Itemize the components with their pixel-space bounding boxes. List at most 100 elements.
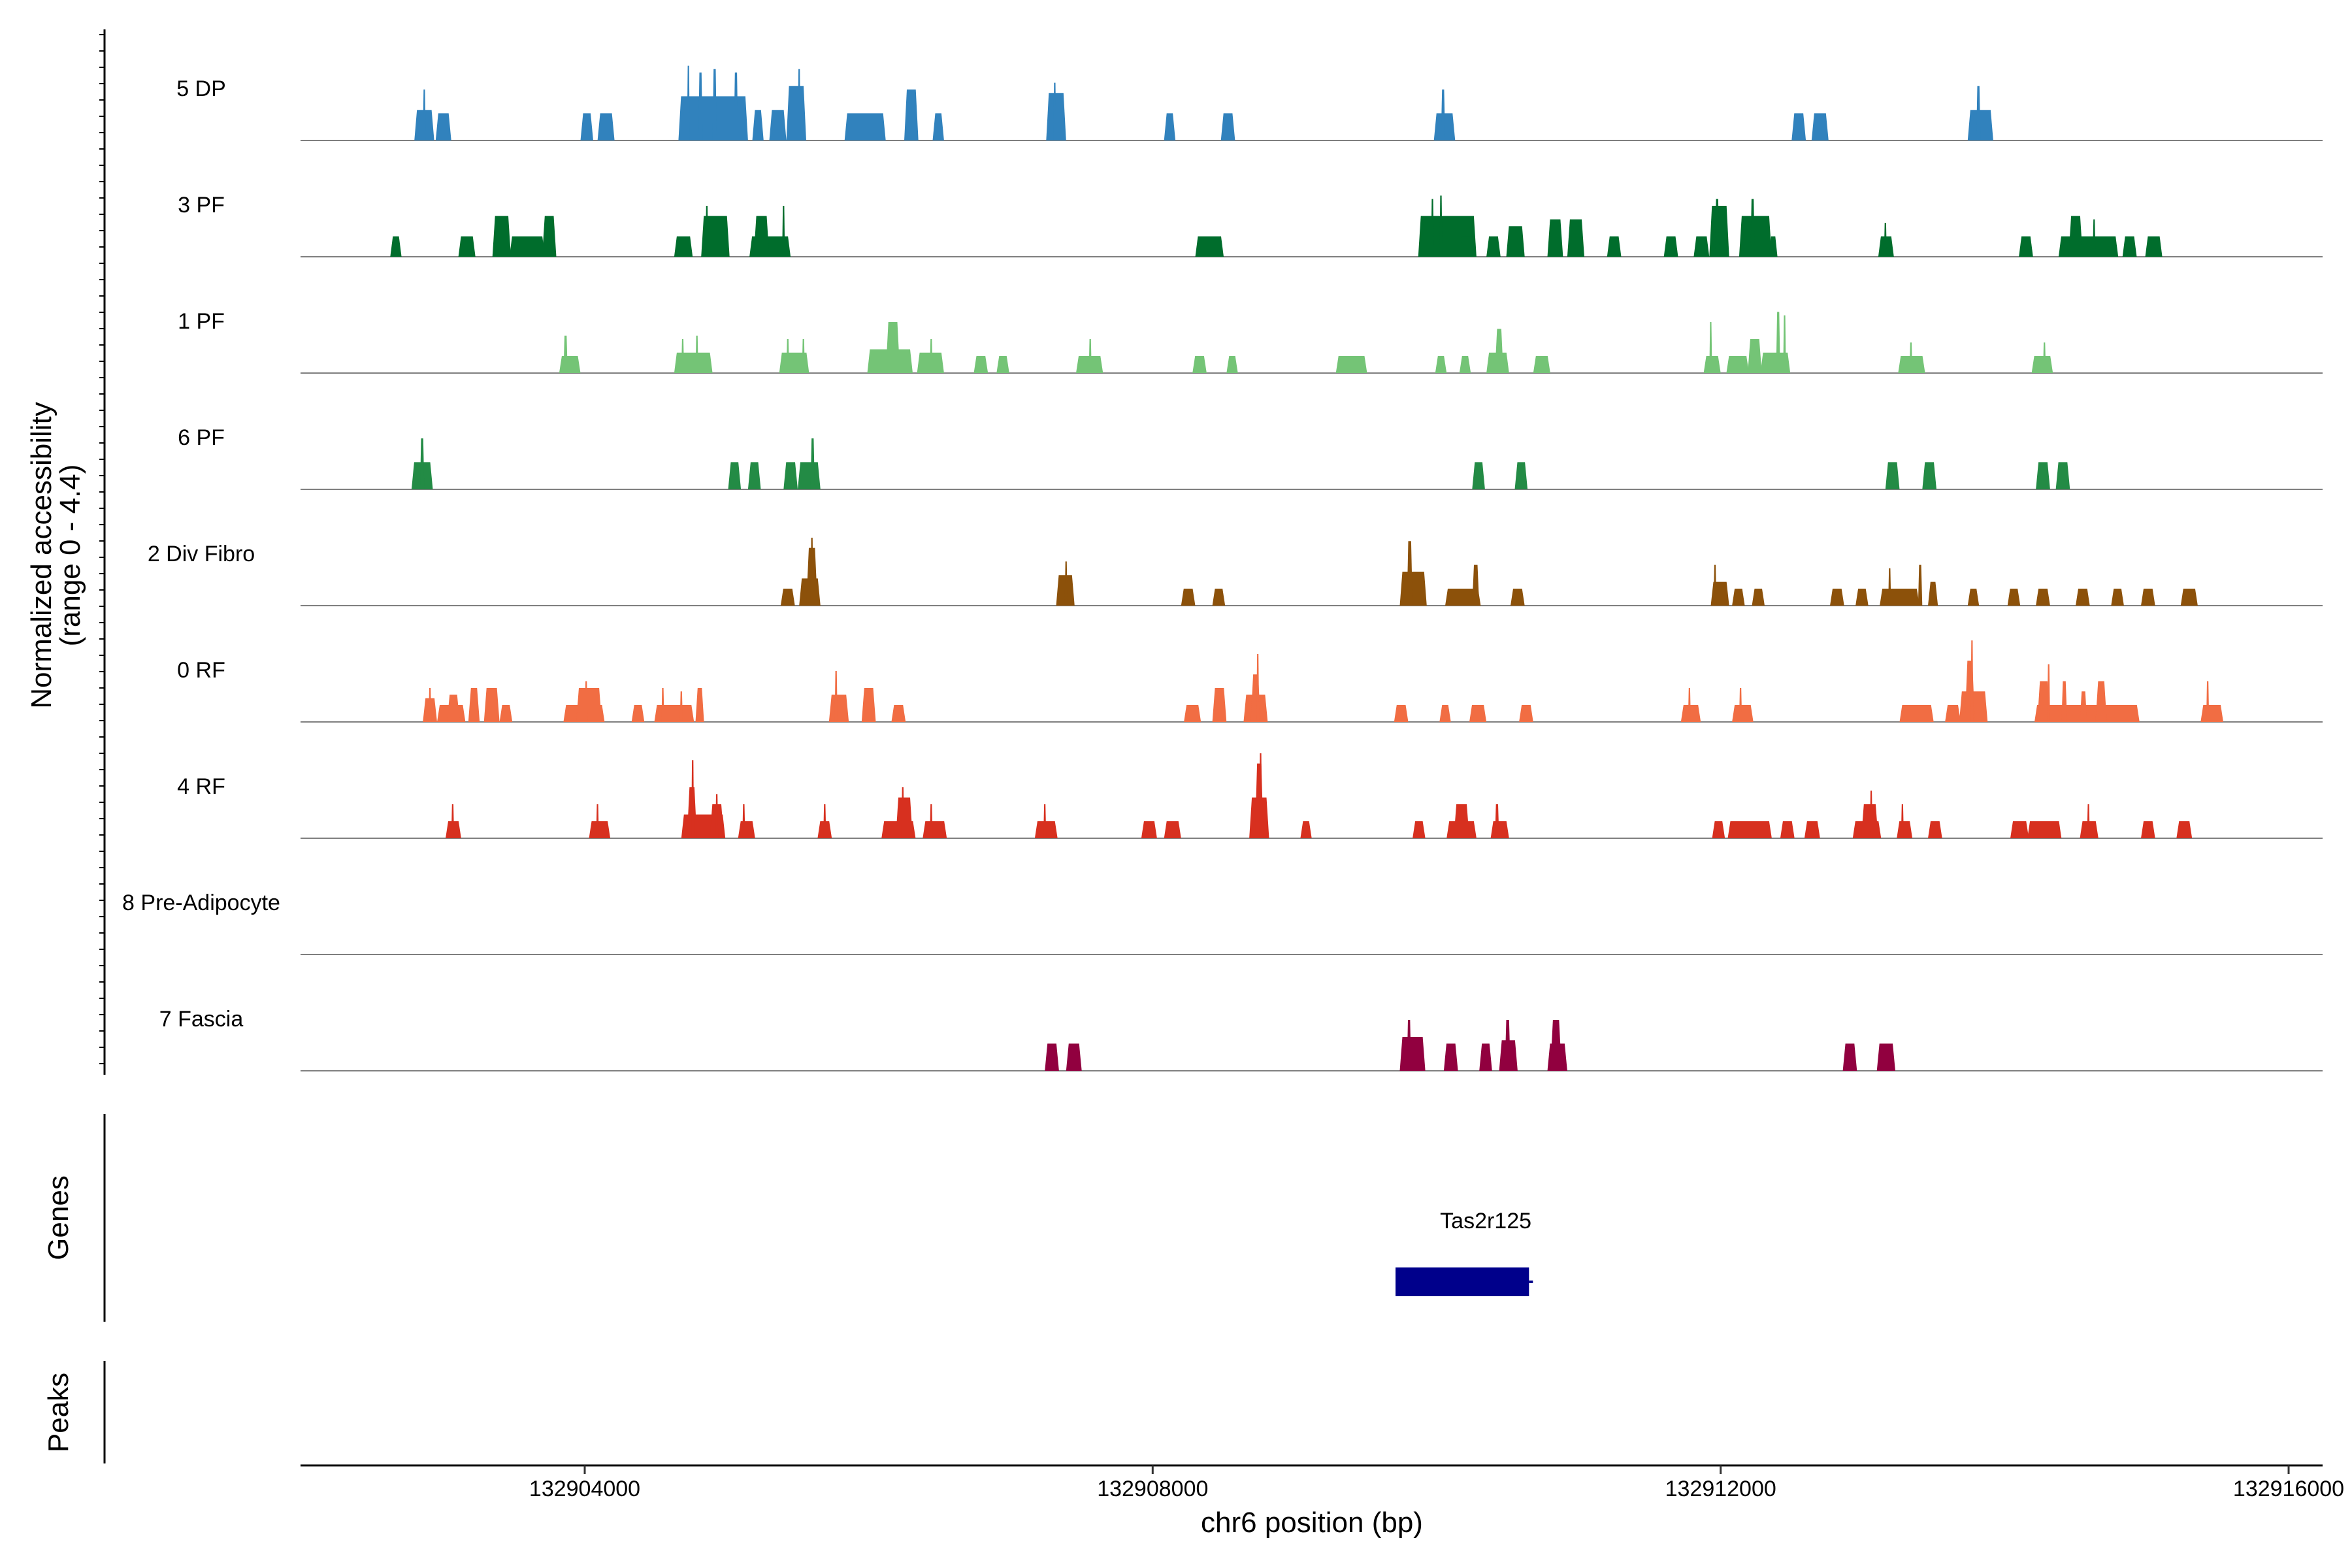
coverage-peak [2200,705,2223,722]
coverage-peak [1709,206,1729,257]
coverage-peak [701,216,730,257]
coverage-peak [1876,1043,1895,1071]
coverage-peak [1254,763,1264,838]
coverage-peak [1064,561,1068,606]
coverage-peak [681,339,685,373]
coverage-peak [1046,93,1066,140]
coverage-peak [1212,589,1226,606]
coverage-peak [901,787,904,838]
coverage-peak [1727,821,1772,838]
coverage-peak [885,322,900,373]
coverage-peak [1693,236,1710,257]
coverage-peak [1511,589,1525,606]
coverage-peak [2058,236,2119,257]
coverage-peak [712,69,717,140]
coverage-peak [1300,821,1312,838]
coverage-peak [1830,589,1844,606]
coverage-peak [783,462,798,489]
coverage-peak [2141,821,2155,838]
coverage-peak [930,339,933,373]
coverage-peak [691,760,694,838]
y-axis-title-line2: (range 0 - 4.4) [54,465,86,647]
coverage-peak [1712,821,1725,838]
coverage-peak [2093,219,2096,257]
track-label: 8 Pre-Adipocyte [122,890,280,915]
coverage-peak [1842,1043,1857,1071]
coverage-peak [2206,681,2210,722]
coverage-peak [1088,339,1092,373]
coverage-peak [1780,821,1795,838]
coverage-peak [2010,821,2029,838]
coverage-peak [1212,688,1227,722]
coverage-peak [786,339,789,373]
coverage-peak [661,688,664,722]
coverage-peak [715,794,719,838]
coverage-peak [844,113,886,140]
coverage-peak [687,65,690,140]
coverage-peak [563,335,568,373]
coverage-peak [654,705,694,722]
coverage-track: 4 RF [177,753,2323,839]
coverage-peak [1486,236,1501,257]
coverage-peak [631,705,645,722]
coverage-peak [1226,356,1238,373]
gene-exon [1396,1267,1529,1296]
coverage-peak [2145,236,2163,257]
coverage-peak [769,110,787,140]
coverage-peak [2080,691,2087,722]
coverage-peak [1918,564,1923,606]
coverage-peak [1752,589,1765,606]
coverage-peak [1053,82,1056,140]
genes-panel: Tas2r125 [1396,1209,1533,1296]
coverage-peak [734,73,738,140]
coverage-peak [802,339,805,373]
coverage-peak [930,804,933,838]
coverage-peak [1141,821,1157,838]
coverage-peak [2141,589,2155,606]
coverage-peak [1732,705,1754,722]
coverage-peak [752,110,764,140]
coverage-peak [1479,1043,1492,1071]
x-axis-title: chr6 position (bp) [1201,1507,1423,1539]
coverage-peak [1965,661,1975,722]
coverage-peak [1335,356,1367,373]
coverage-peak [1607,236,1622,257]
coverage-peak [1811,113,1829,140]
coverage-peak [1709,322,1712,373]
coverage-peak [780,589,795,606]
coverage-peak [810,438,815,489]
coverage-peak [1804,821,1820,838]
coverage-peak [1791,113,1806,140]
coverage-peak [1928,821,1942,838]
coverage-peak [2076,589,2090,606]
gene: Tas2r125 [1396,1209,1533,1296]
coverage-peak [1884,223,1887,257]
coverage-peak [580,113,593,140]
coverage-peak [1928,581,1938,606]
coverage-peak [1899,705,1934,722]
track-label: 1 PF [178,309,225,334]
coverage-peak [1909,342,1913,373]
coverage-peak [1713,564,1717,606]
coverage-peak [447,694,460,722]
coverage-peak [1407,1020,1411,1071]
track-label: 4 RF [177,774,225,799]
coverage-peak [589,821,611,838]
coverage-peak [1195,236,1224,257]
coverage-peak [2031,356,2053,373]
coverage-peak [1783,315,1786,373]
x-axis-ticks: 132904000 132908000 132912000 132916000 [529,1465,2344,1501]
genes-track-label: Genes [42,1175,74,1260]
coverage-peak [2036,462,2050,489]
coverage-peak [1506,226,1525,257]
coverage-peak [695,335,698,373]
coverage-peak [923,821,947,838]
coverage-peak [1439,195,1443,257]
coverage-peak [1407,541,1413,606]
coverage-peak [1043,804,1047,838]
coverage-peak [1533,356,1550,373]
x-tick-label: 132916000 [2233,1477,2344,1501]
y-axis-ticks [99,34,105,1064]
coverage-peak [1472,564,1480,606]
